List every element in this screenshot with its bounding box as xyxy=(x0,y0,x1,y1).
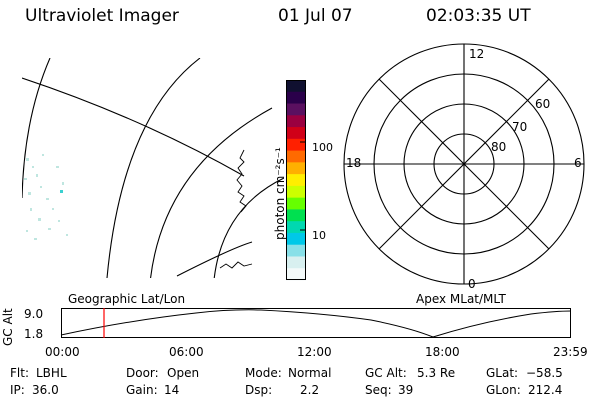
colorbar-swatch xyxy=(286,209,306,222)
altitude-curve xyxy=(60,309,572,338)
status-glon-value: 212.4 xyxy=(528,383,563,397)
colorbar-swatch xyxy=(286,268,306,281)
timeline-y-min: 1.8 xyxy=(24,327,44,341)
aurora-speckles xyxy=(24,154,68,240)
aurora-spot xyxy=(60,190,63,193)
colorbar-swatch xyxy=(286,115,306,128)
time-tick-0600: 06:00 xyxy=(169,345,204,359)
status-seq-label: Seq: xyxy=(365,383,392,397)
mlt-label-18: 18 xyxy=(346,156,362,170)
status-ip-label: IP: xyxy=(10,383,25,397)
status-glat-label: GLat: xyxy=(486,366,519,380)
timeline-left-label: Geographic Lat/Lon xyxy=(68,292,186,306)
timeline-axis-title: GC Alt xyxy=(1,308,15,346)
timeline-y-max: 9.0 xyxy=(24,307,44,321)
time-tick-0000: 00:00 xyxy=(45,345,80,359)
status-gcalt-label: GC Alt: xyxy=(365,366,407,380)
colorbar xyxy=(286,80,306,281)
status-flt-value: LBHL xyxy=(36,366,67,380)
geographic-map xyxy=(22,58,284,278)
coastline xyxy=(219,261,253,269)
colorbar-swatch xyxy=(286,174,306,187)
lat-label-80: 80 xyxy=(491,140,507,154)
mlt-label-6: 6 xyxy=(574,156,582,170)
longitude-line xyxy=(22,77,245,177)
longitude-line xyxy=(176,241,253,277)
colorbar-swatch xyxy=(286,80,306,93)
status-mode-value: Normal xyxy=(288,366,332,380)
date-label: 01 Jul 07 xyxy=(278,6,353,26)
status-door-value: Open xyxy=(167,366,200,380)
status-mode-label: Mode: xyxy=(245,366,282,380)
colorbar-swatch xyxy=(286,150,306,163)
colorbar-swatch xyxy=(286,221,306,234)
status-glat-value: −58.5 xyxy=(526,366,563,380)
lat-label-60: 60 xyxy=(535,97,551,111)
time-label: 02:03:35 UT xyxy=(426,6,531,26)
status-ip-value: 36.0 xyxy=(32,383,59,397)
time-tick-2359: 23:59 xyxy=(553,345,588,359)
colorbar-swatch xyxy=(286,91,306,105)
status-dsp-label: Dsp: xyxy=(245,383,273,397)
lat-label-70: 70 xyxy=(512,120,528,134)
colorbar-swatch xyxy=(286,244,306,257)
mlt-label-12: 12 xyxy=(469,47,485,61)
status-flt-label: Flt: xyxy=(10,366,29,380)
polar-plot xyxy=(343,43,585,285)
colorbar-tick-10: 10 xyxy=(312,229,326,242)
latitude-arc xyxy=(213,177,284,278)
colorbar-swatch xyxy=(286,162,306,175)
time-tick-1800: 18:00 xyxy=(425,345,460,359)
instrument-title: Ultraviolet Imager xyxy=(25,6,179,26)
timeline-right-label: Apex MLat/MLT xyxy=(416,292,506,306)
status-dsp-value: 2.2 xyxy=(300,383,320,397)
colorbar-swatch xyxy=(286,185,306,199)
status-gain-label: Gain: xyxy=(126,383,158,397)
colorbar-swatch xyxy=(286,256,306,269)
colorbar-swatch xyxy=(286,138,306,152)
colorbar-unit-label: photon cm⁻²s⁻¹ xyxy=(273,147,287,240)
latitude-arc xyxy=(106,58,201,278)
latitude-arc xyxy=(22,58,51,199)
colorbar-swatch xyxy=(286,232,306,246)
status-door-label: Door: xyxy=(126,366,159,380)
latitude-arc xyxy=(150,107,273,278)
status-gain-value: 14 xyxy=(164,383,180,397)
colorbar-tick-100: 100 xyxy=(312,141,333,154)
colorbar-swatch xyxy=(286,127,306,140)
status-seq-value: 39 xyxy=(398,383,414,397)
colorbar-frame xyxy=(286,80,306,280)
mlt-label-0: 0 xyxy=(468,277,476,291)
colorbar-swatch xyxy=(286,197,306,210)
timeline-plot xyxy=(60,308,572,338)
coastline xyxy=(236,149,247,213)
status-gcalt-value: 5.3 Re xyxy=(417,366,456,380)
status-glon-label: GLon: xyxy=(486,383,521,397)
time-tick-1200: 12:00 xyxy=(297,345,332,359)
timeline-frame xyxy=(61,308,571,338)
colorbar-swatch xyxy=(286,103,306,116)
polar-diagonal xyxy=(378,78,550,250)
